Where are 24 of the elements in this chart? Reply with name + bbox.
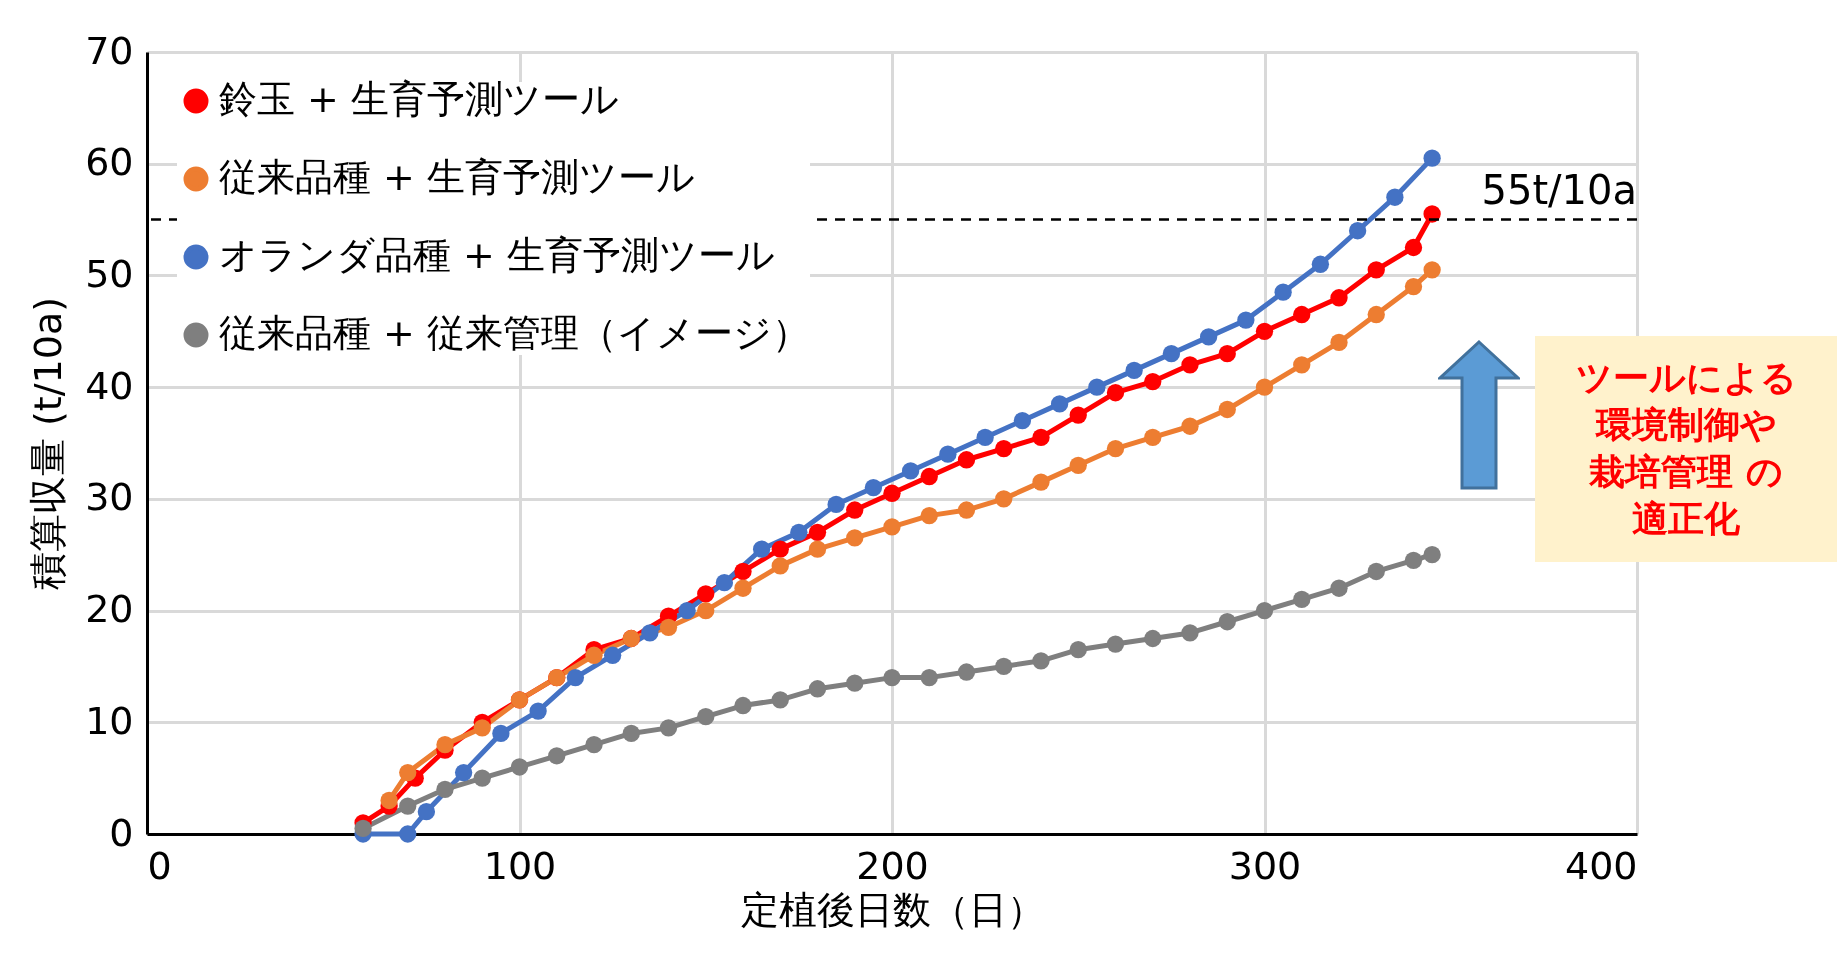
annotation: 栽培管理 の [1589,451,1783,492]
y-tick-label: 20 [85,587,134,632]
annotation: ツールによる [1575,357,1797,399]
x-tick-label: 400 [1564,843,1638,888]
y-tick-label: 40 [85,363,134,408]
x-tick-label: 0 [147,843,172,888]
y-tick-label: 70 [85,28,134,73]
y-tick-label: 60 [85,140,134,185]
annotation: 適正化 [1632,497,1740,539]
y-tick-label: 10 [85,698,134,743]
legend-label: オランダ品種 + 生育予測ツール [219,233,775,277]
x-axis-title: 定植後日数（日） [740,887,1045,932]
y-axis-title: 積算収量 (t/10a) [26,296,71,591]
ref-line-label: 55t/10a [1481,166,1637,213]
y-tick-label: 30 [85,475,134,520]
y-tick-label: 0 [109,810,134,855]
legend-label: 鈴玉 + 生育予測ツール [219,77,619,121]
legend-label: 従来品種 + 従来管理（イメージ） [219,311,810,355]
x-tick-label: 300 [1228,843,1302,888]
y-tick-label: 50 [85,251,134,296]
x-tick-label: 100 [483,843,557,888]
annotation: 環境制御や [1595,404,1777,446]
x-tick-label: 200 [856,843,929,888]
legend-label: 従来品種 + 生育予測ツール [219,155,695,199]
